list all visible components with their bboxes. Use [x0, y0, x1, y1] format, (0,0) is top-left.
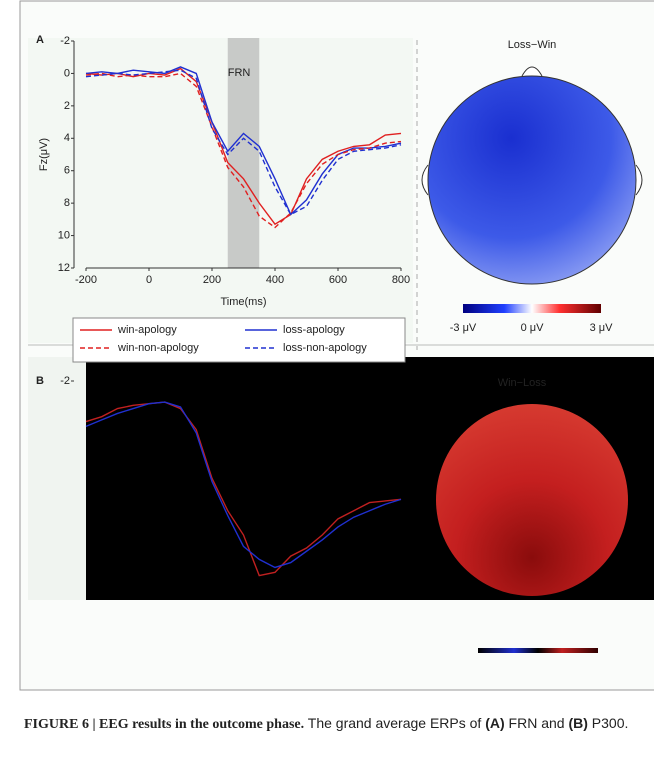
x-tick-label: -200: [75, 274, 97, 286]
panel-background: [28, 38, 413, 343]
topomap: [427, 75, 637, 285]
legend-label: loss-apology: [283, 324, 345, 336]
legend-label: loss-non-apology: [283, 342, 367, 354]
colorbar-label: -3 μV: [450, 322, 477, 334]
y-tick-label: -2: [60, 35, 70, 47]
caption: FIGURE 6 | EEG results in the outcome ph…: [24, 712, 639, 736]
legend-box: [72, 317, 406, 363]
y-tick-label: 8: [64, 197, 70, 209]
legend-label: win-apology: [117, 324, 177, 336]
annotation: FRN: [228, 67, 251, 79]
x-tick-label: 200: [203, 274, 221, 286]
topomap: [436, 404, 628, 596]
x-tick-label: 800: [392, 274, 410, 286]
topomap-title: Loss−Win: [508, 39, 557, 51]
x-tick-label: 400: [266, 274, 284, 286]
series-line: [85, 69, 402, 216]
caption-text: FRN and: [508, 715, 565, 731]
colorbar: [478, 648, 598, 653]
topomap-title: Win−Loss: [498, 377, 547, 389]
figure: A Loss−Win FRN -2 0 2 4 6 8 10 12 -200 0 200 400 600 800…: [19, 0, 654, 691]
x-tick-label: 600: [329, 274, 347, 286]
series-line: [85, 67, 402, 226]
y-tick-label: 4: [64, 132, 70, 144]
caption-ref: (B): [568, 715, 588, 731]
caption-text: The grand average ERPs of: [307, 715, 482, 731]
caption-text: P300.: [591, 715, 629, 731]
series-line: [85, 401, 402, 569]
series-line: [85, 72, 402, 229]
y-tick-label: -2: [60, 375, 70, 387]
y-tick-label: 6: [64, 165, 70, 177]
x-tick-label: 0: [146, 274, 152, 286]
panel-b-margin: [28, 357, 86, 600]
panel-label: B: [36, 375, 44, 387]
caption-ref: (A): [485, 715, 505, 731]
x-axis-label: Time(ms): [220, 296, 266, 308]
nose: [521, 66, 543, 77]
shaded-window: [227, 38, 260, 268]
colorbar-label: 3 μV: [590, 322, 614, 334]
y-tick-label: 0: [64, 67, 70, 79]
legend-label: win-non-apology: [117, 342, 199, 354]
y-axis-label: Fz(μV): [38, 138, 50, 171]
ear: [421, 164, 429, 196]
y-tick-label: 2: [64, 100, 70, 112]
colorbar: [463, 304, 601, 313]
colorbar-label: 0 μV: [521, 322, 545, 334]
y-tick-label: 12: [58, 262, 70, 274]
series-line: [85, 401, 402, 577]
panel-label: A: [36, 34, 44, 46]
caption-label: FIGURE 6 | EEG results in the outcome ph…: [24, 717, 305, 732]
ear: [635, 164, 643, 196]
y-tick-label: 10: [58, 229, 70, 241]
series-line: [85, 66, 402, 216]
